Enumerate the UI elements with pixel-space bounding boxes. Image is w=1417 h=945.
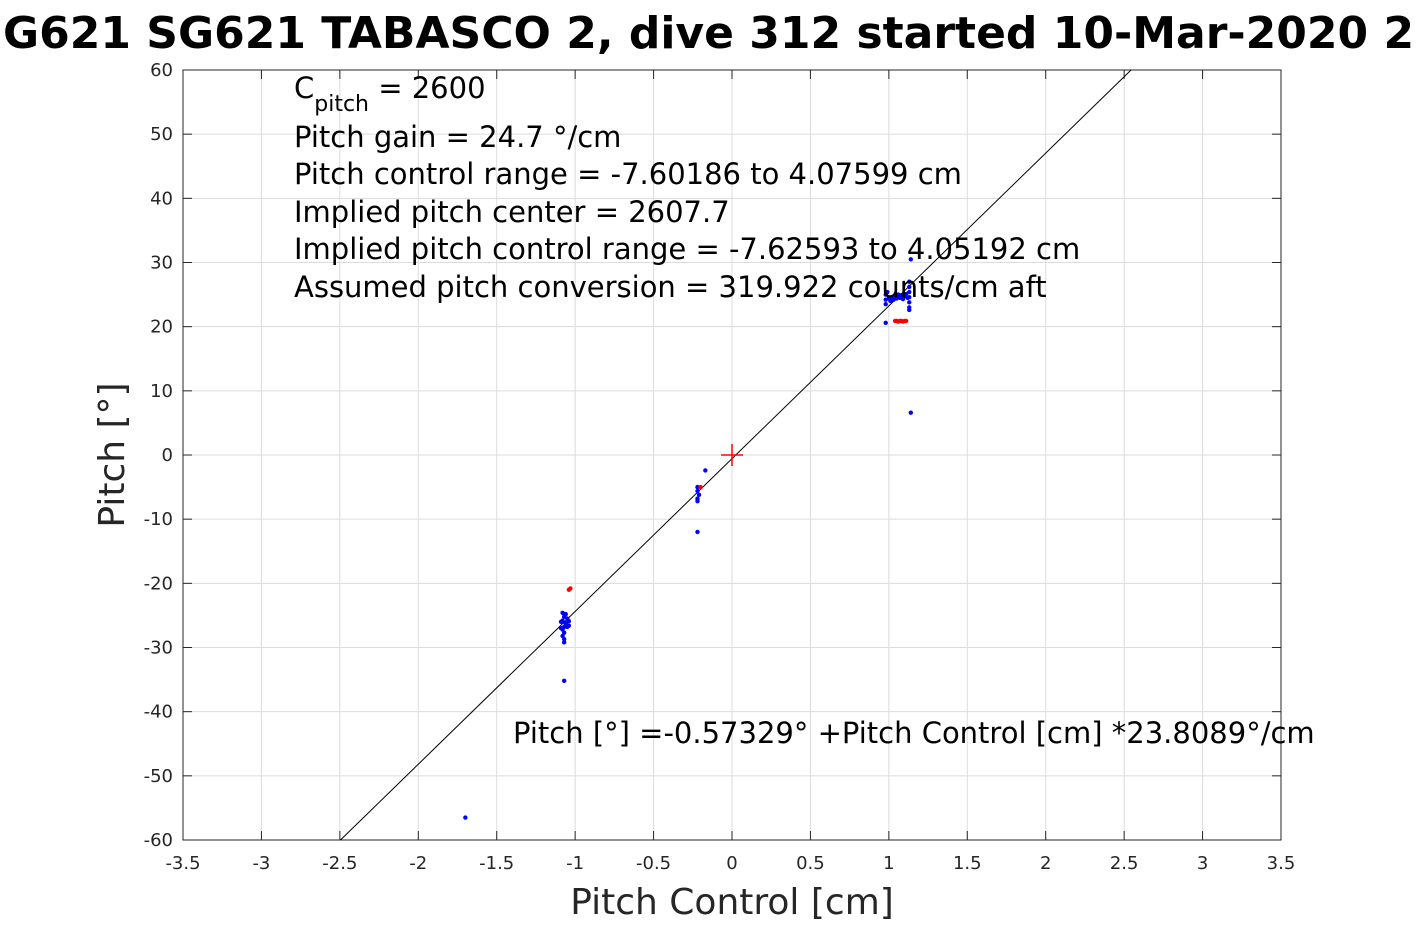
blue-data-point <box>907 279 912 284</box>
blue-data-point <box>558 626 564 631</box>
x-tick-label: 1 <box>883 853 894 874</box>
y-tick-label: 30 <box>150 253 173 274</box>
c-pitch-subscript: pitch <box>314 92 369 117</box>
x-tick-label: -3 <box>252 853 270 874</box>
y-tick-label: -60 <box>144 830 173 851</box>
blue-data-point <box>908 257 914 262</box>
pitch-gain-annotation: Pitch gain = 24.7 °/cm <box>294 120 621 154</box>
x-tick-label: 2 <box>1040 853 1051 874</box>
grid <box>182 69 1282 841</box>
blue-data-point <box>907 284 912 290</box>
x-axis-label: Pitch Control [cm] <box>570 882 894 923</box>
x-tick-label: -2.5 <box>322 853 357 874</box>
x-tick-label: 3 <box>1197 853 1208 874</box>
chart-title: SG621 SG621 TABASCO 2, dive 312 started … <box>0 8 1417 59</box>
x-tick-label: -0.5 <box>636 853 671 874</box>
c-pitch-value: = 2600 <box>369 71 486 105</box>
center-marker-layer <box>721 444 743 466</box>
c-pitch-annotation: Cpitch = 2600 <box>294 71 486 117</box>
y-tick-label: 20 <box>150 317 173 338</box>
blue-data-point <box>907 307 912 313</box>
assumed-conversion-annotation: Assumed pitch conversion = 319.922 count… <box>294 270 1047 304</box>
y-tick-label: -10 <box>144 509 173 530</box>
y-tick-label: 0 <box>162 445 173 466</box>
blue-data-point <box>703 468 708 473</box>
x-tick-label: 0 <box>726 853 737 874</box>
blue-data-point <box>558 619 564 625</box>
x-tick-label: 2.5 <box>1110 853 1139 874</box>
y-tick-label: 60 <box>150 60 173 81</box>
blue-data-point <box>561 678 567 684</box>
blue-data-point <box>695 529 700 535</box>
x-tick-label: -1.5 <box>479 853 514 874</box>
blue-data-point <box>883 302 888 307</box>
y-tick-label: -20 <box>144 573 173 594</box>
y-tick-label: -40 <box>144 702 173 723</box>
x-tick-label: 1.5 <box>953 853 982 874</box>
blue-data-point <box>883 320 888 326</box>
blue-data-point <box>566 623 572 628</box>
y-tick-label: 10 <box>150 381 173 402</box>
red-data-point <box>903 318 909 324</box>
blue-data-point <box>695 484 700 490</box>
blue-data-point <box>566 618 572 624</box>
info-annotations: Cpitch = 2600 Pitch gain = 24.7 °/cm Pit… <box>294 71 1315 750</box>
blue-data-point <box>695 488 700 494</box>
fit-equation-annotation: Pitch [°] =-0.57329° +Pitch Control [cm]… <box>513 716 1315 750</box>
y-tick-label: -30 <box>144 638 173 659</box>
blue-data-point <box>561 640 567 645</box>
x-tick-label: 0.5 <box>796 853 825 874</box>
y-tick-label: 40 <box>150 188 173 209</box>
red-data-point <box>698 484 703 490</box>
y-tick-label: -50 <box>144 766 173 787</box>
y-tick-label: 50 <box>150 124 173 145</box>
blue-data-point <box>885 289 890 295</box>
red-data-point <box>566 587 572 592</box>
x-tick-label: 3.5 <box>1267 853 1296 874</box>
y-axis-label: Pitch [°] <box>92 382 133 527</box>
implied-range-annotation: Implied pitch control range = -7.62593 t… <box>294 232 1080 266</box>
blue-data-point <box>907 294 912 300</box>
data-points <box>463 257 914 820</box>
blue-data-point <box>695 499 700 504</box>
axis-ticks: -3.5 -3 -2.5 -2 -1.5 -1 -0.5 0 0.5 1 1.5 2 2.5 3 3.5 -6… <box>144 60 1296 874</box>
implied-center-annotation: Implied pitch center = 2607.7 <box>294 195 730 229</box>
blue-data-point <box>907 289 912 295</box>
pitch-control-range-annotation: Pitch control range = -7.60186 to 4.0759… <box>294 157 962 191</box>
c-pitch-letter: C <box>294 71 314 105</box>
blue-data-point <box>696 492 702 497</box>
blue-data-point <box>907 300 912 305</box>
blue-data-point <box>908 410 914 415</box>
x-tick-label: -2 <box>409 853 427 874</box>
x-tick-label: -3.5 <box>165 853 200 874</box>
blue-data-point <box>561 636 567 642</box>
x-tick-label: -1 <box>566 853 584 874</box>
blue-data-point <box>463 815 468 820</box>
blue-data-point <box>563 611 568 617</box>
